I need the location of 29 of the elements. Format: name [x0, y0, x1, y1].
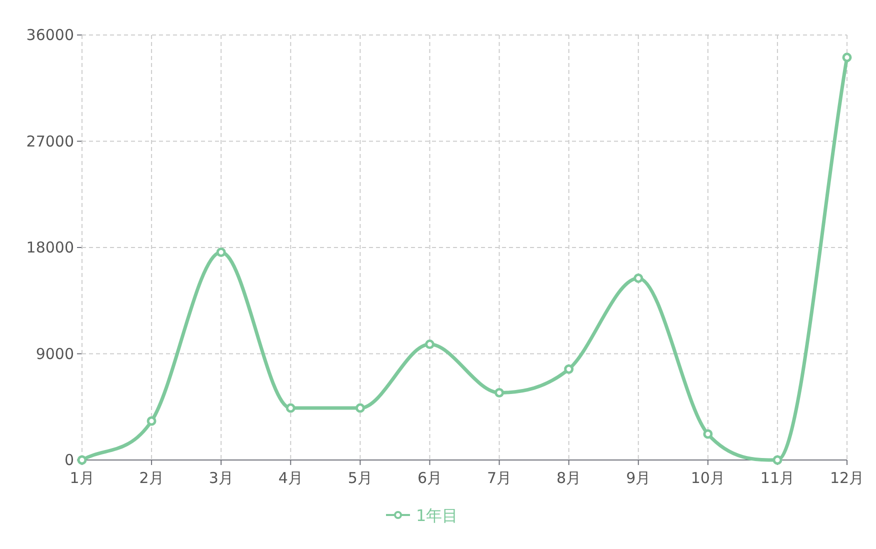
x-tick-label: 1月 [70, 469, 94, 487]
point [703, 429, 713, 439]
x-tick-label: 5月 [348, 469, 372, 487]
point [772, 455, 782, 465]
x-tick-label: 12月 [830, 469, 864, 487]
x-tick-label: 3月 [208, 469, 234, 487]
point [842, 52, 852, 62]
x-tick-label: 9月 [626, 469, 651, 487]
y-tick-label: 18000 [26, 238, 74, 256]
point [146, 416, 156, 426]
y-tick-label: 36000 [26, 26, 74, 44]
point [564, 364, 574, 374]
y-tick-label: 0 [64, 451, 74, 469]
point [494, 388, 504, 398]
x-tick-label: 4月 [278, 469, 303, 487]
x-tick-label: 2月 [139, 469, 164, 487]
point [424, 340, 434, 350]
y-tick-label: 27000 [26, 132, 74, 150]
x-tick-label: 8月 [556, 469, 582, 487]
point [286, 403, 296, 413]
point [216, 247, 226, 257]
legend-label: 1年目 [416, 506, 458, 525]
x-tick-label: 7月 [487, 469, 512, 487]
point [355, 403, 365, 413]
y-tick-label: 9000 [36, 344, 74, 363]
point [634, 273, 644, 283]
x-tick-label: 11月 [760, 469, 794, 487]
x-tick-label: 10月 [690, 469, 725, 487]
x-tick-label: 6月 [417, 469, 442, 487]
